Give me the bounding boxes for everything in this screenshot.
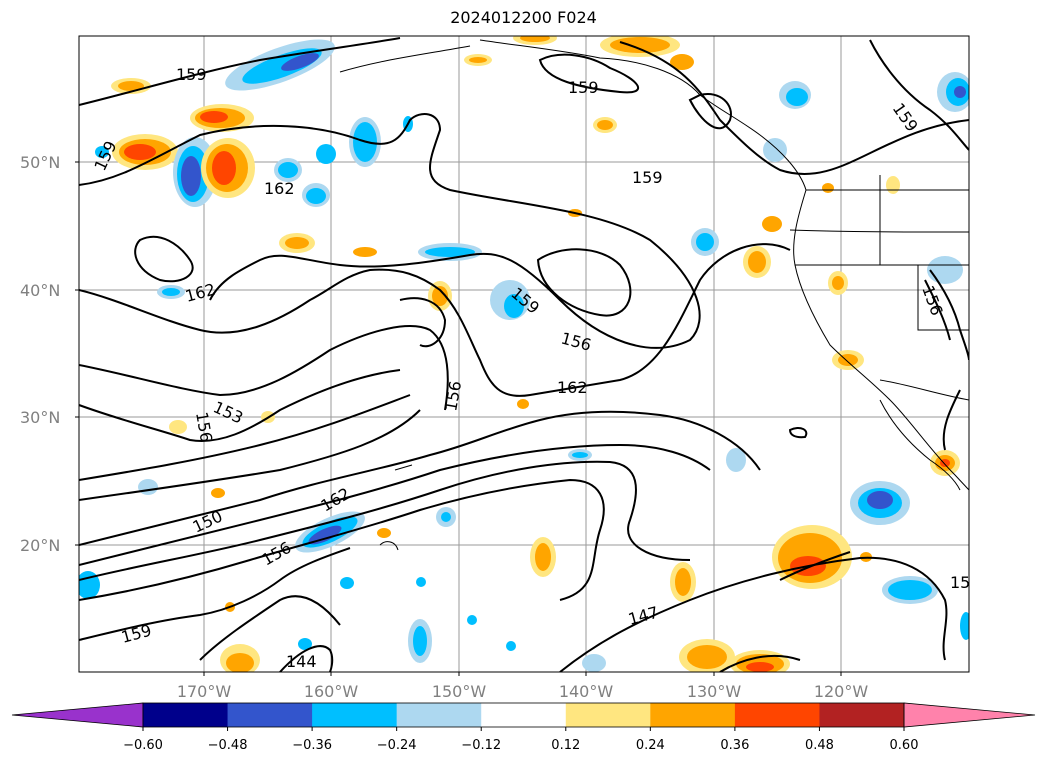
- colorbar-tick-label: −0.60: [123, 738, 163, 753]
- contour-label: 162: [264, 179, 295, 198]
- colorbar-tick-label: 0.24: [636, 738, 665, 753]
- lon-tick-label: 160°W: [304, 682, 359, 701]
- colorbar-segment: [227, 703, 313, 727]
- lon-tick-label: 170°W: [177, 682, 232, 701]
- colorbar-segment: [481, 703, 567, 727]
- lon-tick-label: 130°W: [687, 682, 742, 701]
- colorbar-tick-label: −0.12: [461, 738, 501, 753]
- map-frame: [78, 35, 970, 673]
- colorbar-segment: [734, 703, 820, 727]
- lat-axis: 50°N 40°N 30°N 20°N: [20, 153, 79, 555]
- colorbar-tick-label: 0.60: [890, 738, 919, 753]
- lat-tick-label: 40°N: [20, 281, 60, 300]
- colorbar-tick-label: −0.36: [292, 738, 332, 753]
- lon-tick-label: 120°W: [814, 682, 869, 701]
- lon-tick-label: 140°W: [559, 682, 614, 701]
- colorbar-segment: [396, 703, 482, 727]
- lon-axis: 170°W 160°W 150°W 140°W 130°W 120°W: [177, 672, 869, 701]
- colorbar-segment: [312, 703, 398, 727]
- lat-tick-label: 50°N: [20, 153, 60, 172]
- colorbar-tick-label: −0.24: [377, 738, 417, 753]
- lon-tick-label: 150°W: [432, 682, 487, 701]
- contour-label: 15: [950, 573, 970, 592]
- colorbar-tick-label: 0.36: [720, 738, 749, 753]
- colorbar-extend-high: [903, 702, 1036, 728]
- contours: [79, 37, 969, 672]
- contour-label: 159: [632, 168, 663, 187]
- colorbar-segment: [143, 703, 229, 727]
- colorbar-segment: [565, 703, 651, 727]
- colorbar-tick-label: 0.48: [805, 738, 834, 753]
- contour-label: 159: [568, 78, 599, 97]
- contour-label: 144: [286, 652, 317, 671]
- map-title: 2024012200 F024: [450, 8, 597, 27]
- colorbar-outline: [142, 702, 905, 728]
- colorbar: −0.60 −0.48 −0.36 −0.24 −0.12 0.12 0.24 0.36 0.4…: [11, 702, 1036, 753]
- lat-tick-label: 30°N: [20, 408, 60, 427]
- colorbar-segment: [650, 703, 736, 727]
- contour-label: 159: [176, 65, 207, 84]
- contour-label: 162: [557, 378, 588, 397]
- colorbar-tick-label: −0.48: [208, 738, 248, 753]
- colorbar-extend-low: [11, 702, 144, 728]
- colorbar-segment: [819, 703, 905, 727]
- lat-tick-label: 20°N: [20, 536, 60, 555]
- colorbar-tick-label: 0.12: [551, 738, 580, 753]
- coastlines: [339, 39, 969, 551]
